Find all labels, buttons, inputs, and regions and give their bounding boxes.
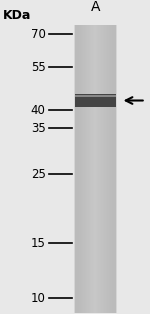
Bar: [75, 94, 116, 107]
Text: 35: 35: [31, 122, 46, 135]
Text: 55: 55: [31, 61, 46, 73]
Text: KDa: KDa: [3, 9, 31, 22]
Text: 15: 15: [31, 237, 46, 250]
Text: 25: 25: [31, 168, 46, 181]
Text: 40: 40: [31, 104, 46, 117]
Text: 10: 10: [31, 292, 46, 305]
Text: 70: 70: [31, 28, 46, 41]
Bar: [75, 95, 116, 97]
Bar: [75, 25, 116, 313]
Text: A: A: [91, 0, 100, 14]
